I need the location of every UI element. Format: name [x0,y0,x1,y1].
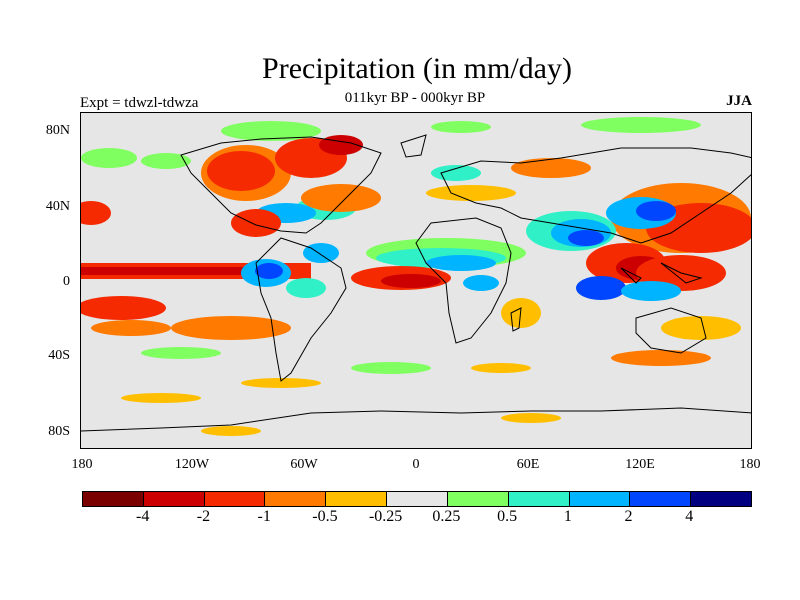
colorbar-label: 0.25 [432,508,461,525]
colorbar-label: 0.5 [497,508,518,525]
season-label: JJA [726,93,752,109]
colorbar-swatch [447,492,509,506]
lon-tick-label: 120E [625,457,655,472]
colorbar-label: -0.25 [368,508,403,525]
colorbar-swatch [630,492,692,506]
map-subtitle: 011kyr BP - 000kyr BP [344,90,486,106]
map-canvas [81,117,751,436]
lon-tick-label: 120W [174,457,210,472]
colorbar-swatch [508,492,570,506]
colorbar-label: -2 [196,508,211,525]
colorbar-swatch [265,492,327,506]
colorbar-swatch [691,492,751,506]
colorbar-label: -0.5 [312,508,338,525]
colorbar-label: 4 [685,508,694,525]
colorbar [82,491,752,507]
colorbar-swatch [326,492,388,506]
map-title: Precipitation (in mm/day) [262,52,572,85]
lat-tick-label: 40N [45,199,70,214]
lon-tick-label: 60E [516,457,540,472]
colorbar-swatch [204,492,266,506]
lon-tick-label: 180 [739,457,761,472]
lon-tick-label: 60W [290,457,318,472]
precipitation-map [80,112,752,449]
coastlines [81,134,751,432]
colorbar-swatch [387,492,448,506]
colorbar-swatch [143,492,205,506]
lon-tick-label: 0 [412,457,420,472]
colorbar-label: -4 [136,508,150,525]
anomaly-fields [81,117,751,436]
colorbar-label: 2 [624,508,633,525]
colorbar-swatch [83,492,144,506]
experiment-label: Expt = tdwzl-tdwza [80,95,199,111]
lon-tick-label: 180 [71,457,93,472]
colorbar-label: 1 [563,508,572,525]
lat-tick-label: 80N [45,123,70,138]
lat-tick-label: 40S [48,348,70,363]
lat-tick-label: 0 [63,274,70,289]
colorbar-swatch [569,492,631,506]
colorbar-label: -1 [257,508,271,525]
lat-tick-label: 80S [48,424,70,439]
